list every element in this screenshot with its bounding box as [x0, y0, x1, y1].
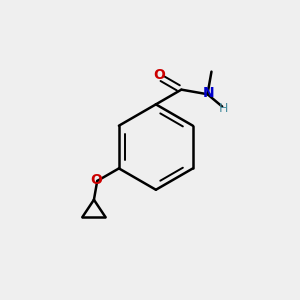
- Text: O: O: [90, 173, 102, 187]
- Text: O: O: [153, 68, 165, 82]
- Text: N: N: [202, 86, 214, 100]
- Text: H: H: [219, 101, 229, 115]
